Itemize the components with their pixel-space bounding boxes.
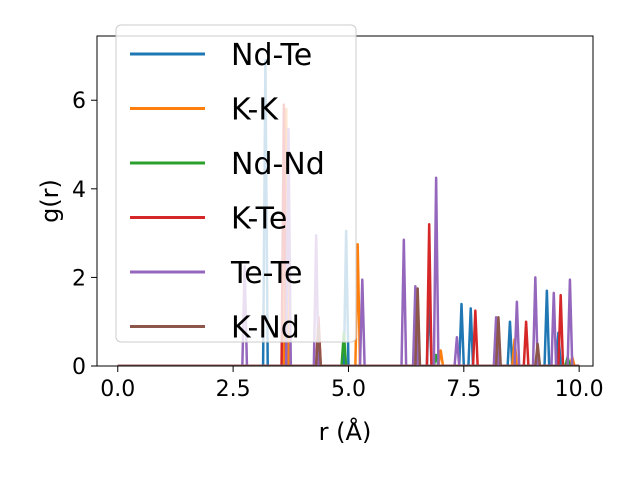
legend-label-k-k: K-K <box>231 93 279 128</box>
legend-label-nd-te: Nd-Te <box>231 38 312 73</box>
y-tick-label: 2 <box>72 266 86 291</box>
y-axis-label: g(r) <box>36 179 64 223</box>
legend-label-nd-nd: Nd-Nd <box>231 147 325 182</box>
x-tick-label: 5.0 <box>331 377 366 402</box>
x-tick-label: 7.5 <box>446 377 481 402</box>
legend-label-te-te: Te-Te <box>230 256 302 291</box>
y-tick-label: 6 <box>72 89 86 114</box>
x-tick-label: 2.5 <box>216 377 251 402</box>
x-axis-label: r (Å) <box>319 417 372 446</box>
y-tick-label: 4 <box>72 178 86 203</box>
y-tick-label: 0 <box>72 355 86 380</box>
x-tick-label: 0.0 <box>100 377 135 402</box>
legend-label-k-nd: K-Nd <box>231 311 300 346</box>
ticks-layer: 0.0 2.5 5.0 7.5 10.0 0 2 4 6 <box>72 89 604 402</box>
x-tick-label: 10.0 <box>555 377 604 402</box>
legend-box <box>115 24 357 343</box>
legend-label-k-te: K-Te <box>231 202 287 237</box>
legend: Nd-Te K-K Nd-Nd K-Te Te-Te K-Nd <box>115 24 357 346</box>
